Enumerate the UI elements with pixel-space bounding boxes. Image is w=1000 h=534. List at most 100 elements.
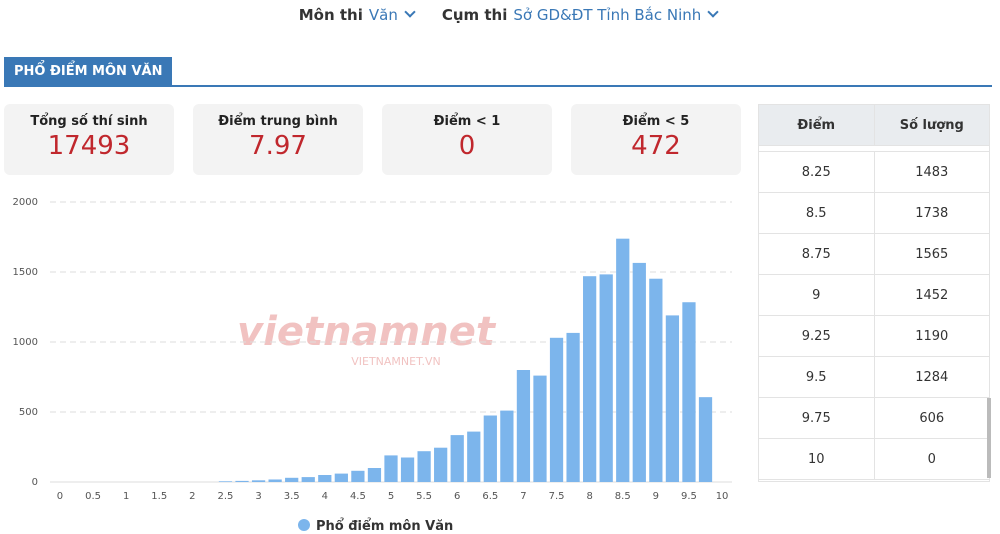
bar [367, 468, 382, 482]
filter-value[interactable]: Văn [368, 6, 398, 24]
bar [318, 475, 332, 482]
x-tick-label: 7.5 [549, 491, 565, 502]
y-tick-label: 1500 [13, 267, 38, 278]
stat-card: Điểm trung bình 7.97 [193, 104, 363, 175]
x-tick-label: 1.5 [151, 491, 167, 502]
bar [682, 302, 696, 482]
y-tick-label: 500 [19, 407, 38, 418]
legend-label: Phổ điểm môn Văn [316, 518, 453, 534]
table-row: 8.5 1738 [759, 193, 989, 234]
table-cell: 0 [927, 451, 936, 467]
stat-value: 17493 [47, 131, 131, 161]
y-tick-label: 0 [32, 477, 38, 488]
x-tick-label: 3.5 [284, 491, 300, 502]
table-cell: 8.5 [759, 193, 875, 233]
x-tick-label: 8.5 [615, 491, 631, 502]
filters: Môn thi Văn Cụm thi Sở GD&ĐT Tỉnh Bắc Ninh [0, 6, 1000, 24]
watermark: VIETNAMNET.VN [351, 355, 441, 368]
header-cell: Điểm [759, 105, 875, 145]
chevron[interactable] [707, 6, 719, 18]
x-tick-label: 1 [123, 491, 129, 502]
bar [516, 370, 531, 482]
table-cell: 1738 [915, 205, 949, 221]
bar [500, 410, 514, 482]
y-tick-label: 2000 [13, 197, 38, 208]
y-tick-label: 1000 [13, 337, 38, 348]
section-title: PHỔ ĐIỂM MÔN VĂN [4, 57, 173, 85]
x-tick-label: 9.5 [681, 491, 697, 502]
scrollbar[interactable] [987, 398, 991, 478]
table-cell: 9.75 [759, 398, 875, 438]
table-row: 9 1452 [759, 275, 989, 316]
bar [649, 278, 663, 482]
bar [616, 238, 630, 482]
filter-label: Cụm thi [441, 6, 508, 24]
bar [566, 332, 580, 482]
stat-card: Tổng số thí sinh 17493 [4, 104, 174, 175]
stat-value: 0 [458, 131, 476, 161]
bar [384, 455, 398, 482]
stat-value: 7.97 [249, 131, 307, 161]
table-row [759, 146, 989, 152]
bar [450, 435, 464, 482]
bar [467, 431, 481, 482]
bar [417, 451, 431, 482]
x-tick-label: 0 [57, 491, 63, 502]
x-tick-label: 2 [189, 491, 195, 502]
bar [483, 415, 497, 482]
filter-value[interactable]: Sở GD&ĐT Tỉnh Bắc Ninh [513, 6, 702, 24]
bar [599, 274, 613, 482]
table-row: 9.75 606 [759, 398, 989, 439]
bar [251, 480, 266, 482]
stat-card: Điểm < 5 472 [571, 104, 741, 175]
x-tick-label: 10 [716, 491, 729, 502]
x-tick-label: 4.5 [350, 491, 366, 502]
table-cell: 8.75 [759, 234, 875, 274]
watermark: vietnamnet [237, 309, 497, 355]
table-row: 10 0 [759, 439, 989, 480]
bar [334, 473, 348, 482]
x-tick-label: 5.5 [416, 491, 432, 502]
table-cell: 9.5 [759, 357, 875, 397]
chevron[interactable] [404, 6, 416, 18]
table-cell: 8.25 [759, 152, 875, 192]
legend-marker [298, 519, 310, 531]
bar [400, 457, 415, 482]
table-row: 8.25 1483 [759, 152, 989, 193]
stat-value: 472 [631, 131, 681, 161]
x-tick-label: 3 [255, 491, 261, 502]
bar [583, 276, 597, 482]
bar [235, 480, 249, 482]
x-tick-label: 2.5 [218, 491, 234, 502]
bar [698, 397, 713, 482]
table-row: 9.25 1190 [759, 316, 989, 357]
table-row: 8.75 1565 [759, 234, 989, 275]
x-tick-label: 6.5 [482, 491, 498, 502]
x-tick-label: 9 [653, 491, 659, 502]
table-cell: 1483 [915, 164, 949, 180]
table-row: 9.5 1284 [759, 357, 989, 398]
table-cell: 1284 [915, 369, 949, 385]
bar [665, 315, 680, 482]
x-tick-label: 5 [388, 491, 394, 502]
table-header: Điểm Số lượng [759, 105, 989, 146]
x-tick-label: 4 [322, 491, 328, 502]
table-cell: 10 [759, 439, 875, 479]
bar [301, 477, 315, 482]
bar [351, 470, 365, 482]
x-tick-label: 7 [520, 491, 526, 502]
bar [434, 447, 448, 482]
section-header: PHỔ ĐIỂM MÔN VĂN [4, 57, 992, 87]
bar [533, 375, 547, 482]
bar [549, 337, 564, 482]
table-cell: 9 [759, 275, 875, 315]
table-cell: 9.25 [759, 316, 875, 356]
stat-label: Tổng số thí sinh [30, 114, 148, 129]
stat-label: Điểm < 5 [622, 114, 690, 129]
table-cell: 1452 [915, 287, 949, 303]
stat-card: Điểm < 1 0 [382, 104, 552, 175]
bar [218, 481, 233, 482]
table-cell: 1565 [915, 246, 949, 262]
x-tick-label: 8 [586, 491, 592, 502]
